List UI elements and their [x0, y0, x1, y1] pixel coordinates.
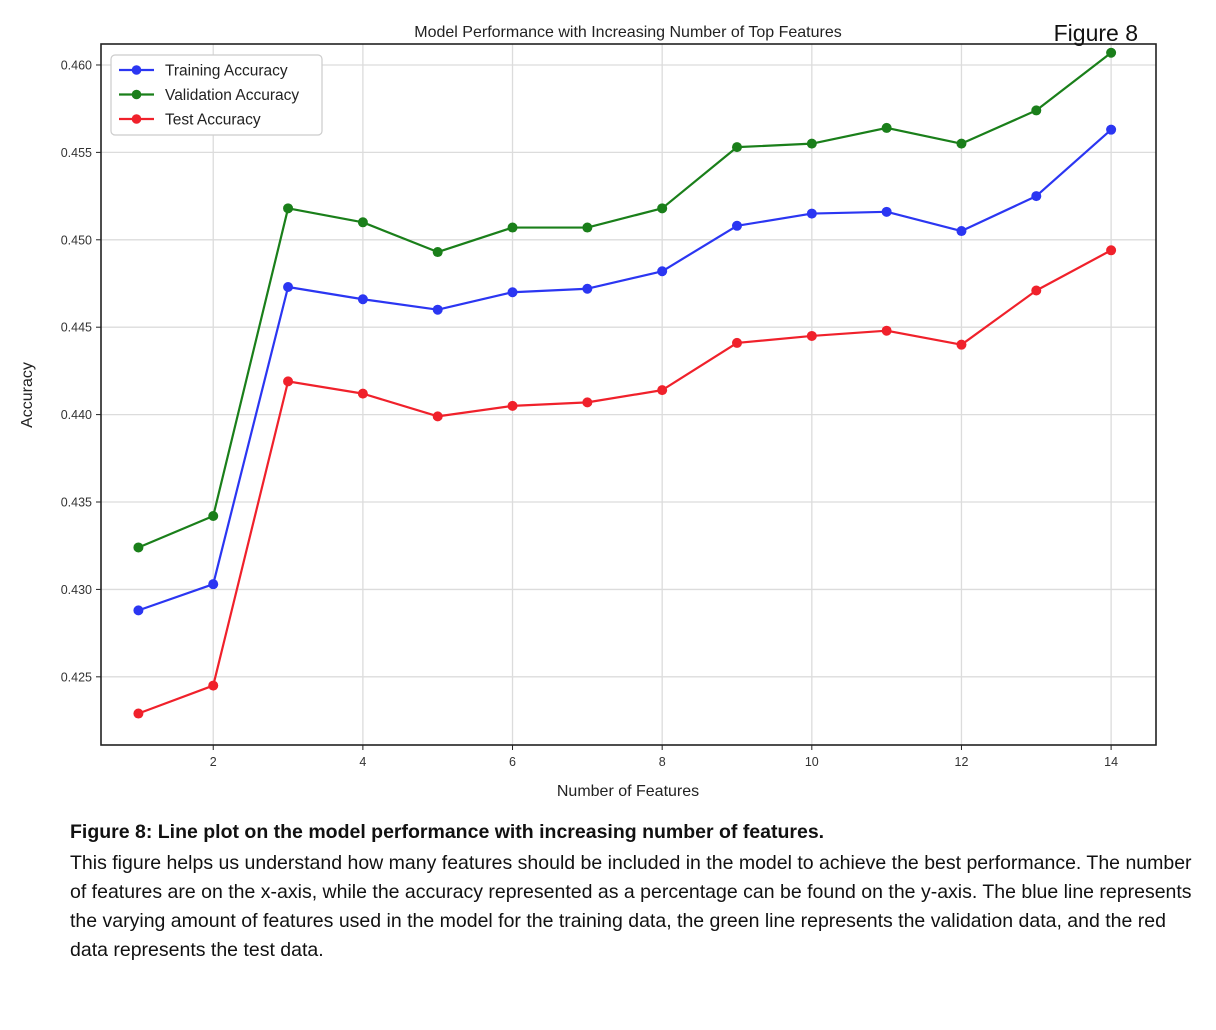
legend: Training Accuracy Validation Accuracy Test…: [110, 54, 323, 136]
caption-body: This figure helps us understand how many…: [70, 852, 1192, 961]
legend-marker-test-accuracy: [131, 114, 142, 124]
x-tick-label: 12: [955, 755, 969, 769]
legend-box: [110, 54, 323, 136]
figure-label: Figure 8: [1053, 20, 1138, 46]
data-point-training-accuracy: [208, 579, 219, 590]
data-point-validation-accuracy: [956, 138, 967, 149]
data-point-training-accuracy: [357, 294, 368, 305]
x-tick-label: 6: [509, 755, 516, 769]
data-point-validation-accuracy: [657, 203, 668, 214]
y-tick-label: 0.430: [61, 583, 92, 597]
data-point-test-accuracy: [357, 388, 368, 399]
series-line-training-accuracy: [138, 128, 1112, 612]
y-tick-label: 0.440: [61, 408, 92, 422]
x-axis-label: Number of Features: [557, 783, 699, 800]
series-lines: [137, 51, 1112, 715]
data-point-test-accuracy: [1106, 245, 1117, 256]
line-chart: 2 4 6 8 10 12 14 0.425 0.430 0.435 0.440 0.445 0.45…: [19, 24, 1157, 800]
data-point-validation-accuracy: [731, 142, 742, 153]
data-point-validation-accuracy: [283, 203, 294, 214]
data-point-training-accuracy: [1106, 124, 1117, 135]
data-point-training-accuracy: [731, 220, 742, 231]
data-point-validation-accuracy: [806, 138, 817, 149]
data-point-training-accuracy: [283, 281, 294, 292]
series-points: [133, 47, 1117, 719]
data-point-training-accuracy: [956, 226, 967, 237]
caption-title: Figure 8: Line plot on the model perform…: [70, 821, 825, 843]
data-point-test-accuracy: [283, 376, 294, 387]
legend-label-training-accuracy: Training Accuracy: [165, 63, 288, 80]
y-tick-label: 0.445: [61, 321, 92, 335]
legend-label-test-accuracy: Test Accuracy: [165, 112, 261, 129]
series-line-validation-accuracy: [137, 51, 1112, 549]
data-point-validation-accuracy: [432, 247, 443, 258]
data-point-validation-accuracy: [881, 122, 892, 133]
data-point-training-accuracy: [1031, 191, 1042, 202]
legend-marker-training-accuracy: [131, 65, 142, 75]
legend-label-validation-accuracy: Validation Accuracy: [165, 87, 299, 104]
data-point-training-accuracy: [432, 304, 443, 315]
x-tick-label: 14: [1104, 755, 1118, 769]
data-point-test-accuracy: [731, 337, 742, 348]
chart-title: Model Performance with Increasing Number…: [414, 24, 841, 41]
y-tick-label: 0.435: [61, 496, 92, 510]
data-point-validation-accuracy: [357, 217, 368, 228]
data-point-training-accuracy: [133, 605, 144, 616]
y-tick-label: 0.450: [61, 233, 92, 247]
data-point-validation-accuracy: [507, 222, 518, 233]
data-point-test-accuracy: [1031, 285, 1042, 296]
data-point-test-accuracy: [806, 330, 817, 341]
data-point-validation-accuracy: [1031, 105, 1042, 116]
x-tick-label: 2: [210, 755, 217, 769]
data-point-test-accuracy: [956, 339, 967, 350]
y-tick-label: 0.455: [61, 146, 92, 160]
series-line-test-accuracy: [138, 249, 1112, 715]
data-point-validation-accuracy: [133, 542, 144, 553]
data-point-training-accuracy: [806, 208, 817, 219]
data-point-training-accuracy: [507, 287, 518, 298]
y-tick-label: 0.460: [61, 58, 92, 72]
data-point-test-accuracy: [582, 397, 593, 408]
data-point-test-accuracy: [133, 708, 144, 719]
x-tick-label: 10: [805, 755, 819, 769]
y-axis-ticks: 0.425 0.430 0.435 0.440 0.445 0.450 0.455 0.460: [61, 58, 101, 684]
x-tick-label: 4: [359, 755, 366, 769]
data-point-validation-accuracy: [1106, 47, 1117, 58]
data-point-test-accuracy: [208, 680, 219, 691]
data-point-validation-accuracy: [582, 222, 593, 233]
data-point-test-accuracy: [657, 385, 668, 396]
figure-caption: Figure 8: Line plot on the model perform…: [70, 818, 1205, 965]
data-point-test-accuracy: [507, 400, 518, 411]
plot-background: [101, 44, 1156, 745]
legend-marker-validation-accuracy: [131, 89, 142, 100]
data-point-training-accuracy: [657, 266, 668, 277]
data-point-training-accuracy: [582, 283, 593, 294]
data-point-training-accuracy: [881, 206, 892, 217]
x-tick-label: 8: [659, 755, 666, 769]
data-point-test-accuracy: [432, 411, 443, 422]
y-tick-label: 0.425: [61, 670, 92, 684]
y-axis-label: Accuracy: [19, 362, 36, 428]
x-axis-ticks: 2 4 6 8 10 12 14: [210, 745, 1118, 769]
plot-frame: [100, 43, 1157, 746]
data-point-validation-accuracy: [208, 510, 219, 521]
data-point-test-accuracy: [881, 325, 892, 336]
